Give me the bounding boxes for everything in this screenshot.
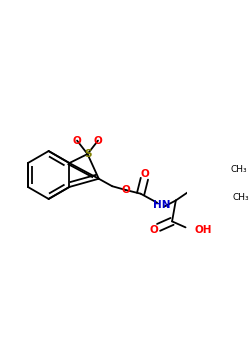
Text: O: O — [150, 225, 158, 235]
Text: O: O — [94, 135, 102, 146]
Text: O: O — [121, 185, 130, 195]
Text: O: O — [73, 135, 82, 146]
Text: S: S — [84, 149, 91, 159]
Text: CH₃: CH₃ — [230, 164, 247, 174]
Text: OH: OH — [194, 225, 212, 235]
Text: CH₃: CH₃ — [233, 193, 249, 202]
Text: HN: HN — [153, 200, 170, 210]
Text: O: O — [140, 169, 149, 179]
